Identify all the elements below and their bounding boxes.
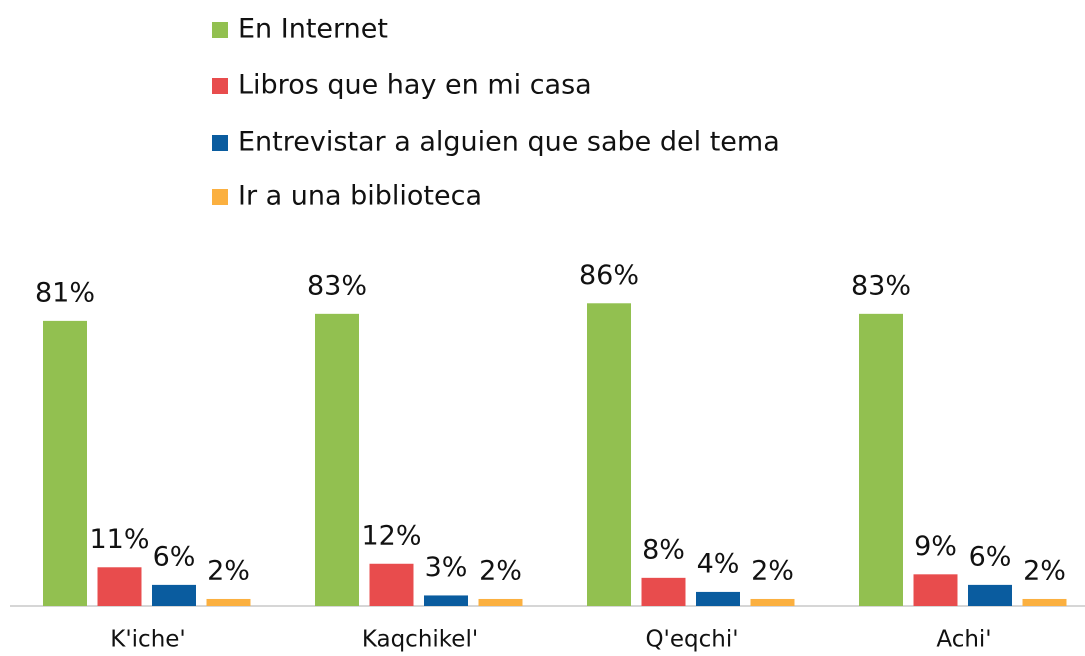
data-label: 4% (697, 548, 740, 579)
bar (641, 577, 686, 606)
x-tick-label: Q'eqchi' (645, 627, 738, 653)
data-label: 6% (153, 541, 196, 572)
bar (968, 584, 1012, 606)
data-label: 12% (361, 520, 421, 551)
bar (315, 313, 359, 606)
bar (913, 574, 958, 606)
bar (43, 320, 87, 606)
bar (1022, 598, 1067, 606)
legend-label: En Internet (238, 14, 388, 45)
data-label: 6% (969, 541, 1012, 572)
legend-label: Libros que hay en mi casa (238, 70, 592, 101)
legend-label: Entrevistar a alguien que sabe del tema (238, 127, 780, 158)
data-label: 3% (425, 552, 468, 583)
x-tick-label: K'iche' (110, 627, 186, 653)
legend-swatch (212, 78, 228, 94)
legend-swatch (212, 189, 228, 205)
bar (152, 584, 196, 606)
data-label: 2% (479, 555, 522, 586)
data-label: 2% (751, 555, 794, 586)
legend-swatch (212, 22, 228, 38)
legend-label: Ir a una biblioteca (238, 181, 482, 212)
bar (206, 598, 251, 606)
data-label: 11% (89, 524, 149, 555)
data-label: 2% (1023, 555, 1066, 586)
data-label: 2% (207, 555, 250, 586)
bar (859, 313, 903, 606)
data-label: 9% (914, 531, 957, 562)
data-label: 81% (35, 277, 95, 308)
bar (696, 591, 740, 606)
data-label: 83% (851, 270, 911, 301)
data-label: 83% (307, 270, 367, 301)
x-tick-label: Kaqchikel' (362, 627, 478, 653)
bar (97, 567, 142, 606)
bar (369, 563, 414, 606)
bar (587, 303, 631, 606)
bar (424, 595, 468, 606)
bar (478, 598, 523, 606)
legend-swatch (212, 135, 228, 151)
data-label: 86% (579, 260, 639, 291)
x-tick-label: Achi' (936, 627, 991, 653)
bar (750, 598, 795, 606)
data-label: 8% (642, 534, 685, 565)
